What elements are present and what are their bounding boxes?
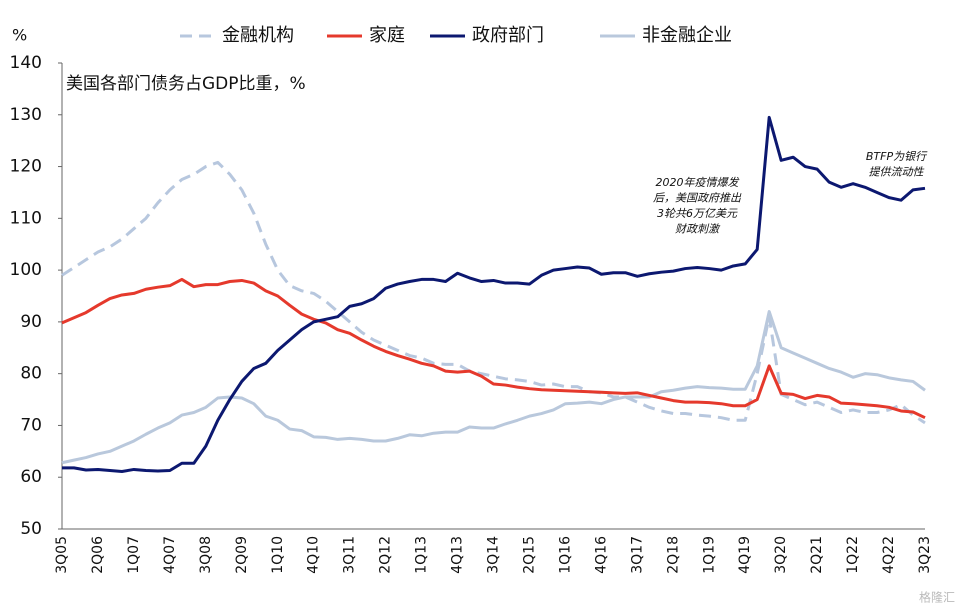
x-tick-label: 3Q08	[198, 536, 214, 574]
legend-label: 家庭	[369, 25, 405, 46]
x-tick-label: 3Q23	[917, 536, 933, 574]
y-tick-label: 120	[10, 157, 42, 177]
annotation: 财政刺激	[675, 223, 721, 236]
legend-label: 政府部门	[472, 25, 544, 46]
series-line	[61, 277, 926, 420]
series-line	[61, 310, 926, 465]
y-axis-label: %	[12, 26, 27, 45]
y-tick-label: 50	[20, 519, 42, 539]
x-tick-label: 4Q07	[162, 536, 178, 574]
y-tick-label: 100	[10, 260, 42, 280]
x-tick-label: 2Q21	[809, 536, 825, 574]
y-tick-label: 70	[20, 415, 42, 435]
x-tick-label: 2Q09	[234, 536, 250, 574]
x-tick-label: 2Q15	[521, 536, 537, 574]
watermark: 格隆汇	[919, 590, 955, 605]
annotation: 提供流动性	[869, 166, 925, 179]
x-tick-label: 1Q16	[557, 536, 573, 574]
y-tick-label: 90	[20, 312, 42, 332]
annotation: 3轮共6万亿美元	[657, 207, 738, 220]
x-tick-label: 2Q18	[665, 536, 681, 574]
x-tick-label: 4Q16	[593, 536, 609, 574]
y-tick-label: 110	[10, 208, 42, 228]
x-tick-label: 3Q05	[54, 536, 70, 574]
x-tick-label: 3Q20	[773, 536, 789, 574]
x-tick-label: 1Q22	[845, 536, 861, 574]
legend-label: 金融机构	[222, 25, 294, 46]
annotation: BTFP为银行	[866, 150, 928, 163]
x-tick-label: 2Q12	[378, 536, 394, 574]
x-tick-label: 1Q13	[414, 536, 430, 574]
y-tick-label: 140	[10, 53, 42, 73]
x-tick-label: 4Q19	[737, 536, 753, 574]
x-tick-label: 4Q10	[306, 536, 322, 574]
x-tick-label: 3Q14	[486, 536, 502, 574]
x-tick-label: 4Q13	[450, 536, 466, 574]
y-tick-label: 80	[20, 364, 42, 384]
x-tick-label: 3Q17	[629, 536, 645, 574]
x-tick-label: 2Q06	[90, 536, 106, 574]
x-tick-label: 1Q19	[701, 536, 717, 574]
y-tick-label: 60	[20, 467, 42, 487]
chart-title: 美国各部门债务占GDP比重，%	[66, 74, 306, 94]
y-tick-label: 130	[10, 105, 42, 125]
annotation: 后，美国政府推出	[653, 192, 742, 205]
x-tick-label: 3Q11	[342, 536, 358, 574]
x-tick-label: 1Q10	[270, 536, 286, 574]
x-tick-label: 4Q22	[881, 536, 897, 574]
x-tick-label: 1Q07	[126, 536, 142, 574]
annotation: 2020年疫情爆发	[656, 176, 740, 189]
legend-label: 非金融企业	[642, 25, 732, 46]
series-line	[62, 115, 926, 474]
